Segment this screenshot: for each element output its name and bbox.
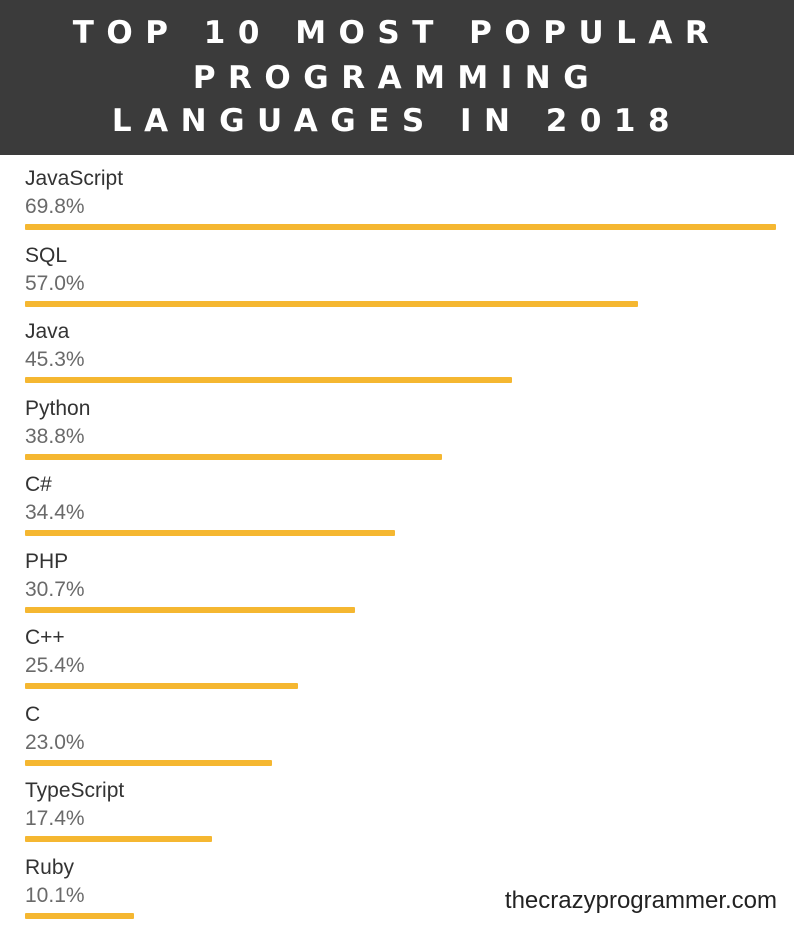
bar-row-python: Python 38.8%: [0, 385, 794, 461]
value-label: 34.4%: [25, 501, 85, 524]
category-label: PHP: [25, 550, 69, 573]
bar: [25, 607, 355, 613]
bar: [25, 760, 272, 766]
title-line-2: PROGRAMMING: [192, 60, 602, 96]
bar-row-javascript: JavaScript 69.8%: [0, 155, 794, 231]
chart-header: TOP 10 MOST POPULAR PROGRAMMING LANGUAGE…: [0, 0, 794, 155]
bar: [25, 224, 776, 230]
bar: [25, 836, 212, 842]
bar-chart: JavaScript 69.8% SQL 57.0% Java 45.3% Python 38…: [0, 155, 794, 932]
source-watermark: thecrazyprogrammer.com: [504, 887, 777, 914]
category-label: C: [25, 703, 41, 726]
value-label: 30.7%: [25, 578, 85, 601]
bar-row-php: PHP 30.7%: [0, 538, 794, 614]
value-label: 23.0%: [25, 731, 85, 754]
value-label: 38.8%: [25, 425, 85, 448]
category-label: SQL: [25, 244, 68, 267]
bar: [25, 301, 638, 307]
category-label: Java: [25, 320, 70, 343]
bar: [25, 377, 512, 383]
bar: [25, 530, 395, 536]
category-label: Ruby: [25, 856, 75, 879]
title-line-1: TOP 10 MOST POPULAR: [72, 15, 722, 51]
bar-row-c: C++ 25.4%: [0, 614, 794, 690]
bar: [25, 454, 442, 460]
bar-row-c: C 23.0%: [0, 691, 794, 767]
bar: [25, 683, 298, 689]
value-label: 10.1%: [25, 884, 85, 907]
category-label: JavaScript: [25, 167, 124, 190]
category-label: C++: [25, 626, 65, 649]
value-label: 57.0%: [25, 272, 85, 295]
category-label: TypeScript: [25, 779, 125, 802]
category-label: Python: [25, 397, 91, 420]
bar: [25, 913, 134, 919]
bar-row-sql: SQL 57.0%: [0, 232, 794, 308]
value-label: 25.4%: [25, 654, 85, 677]
title-line-3: LANGUAGES IN 2018: [111, 103, 683, 139]
bar-row-java: Java 45.3%: [0, 308, 794, 384]
bar-row-ruby: Ruby 10.1%: [0, 844, 794, 920]
bar-row-c: C# 34.4%: [0, 461, 794, 537]
category-label: C#: [25, 473, 52, 496]
value-label: 17.4%: [25, 807, 85, 830]
value-label: 45.3%: [25, 348, 85, 371]
bar-row-typescript: TypeScript 17.4%: [0, 767, 794, 843]
value-label: 69.8%: [25, 195, 85, 218]
